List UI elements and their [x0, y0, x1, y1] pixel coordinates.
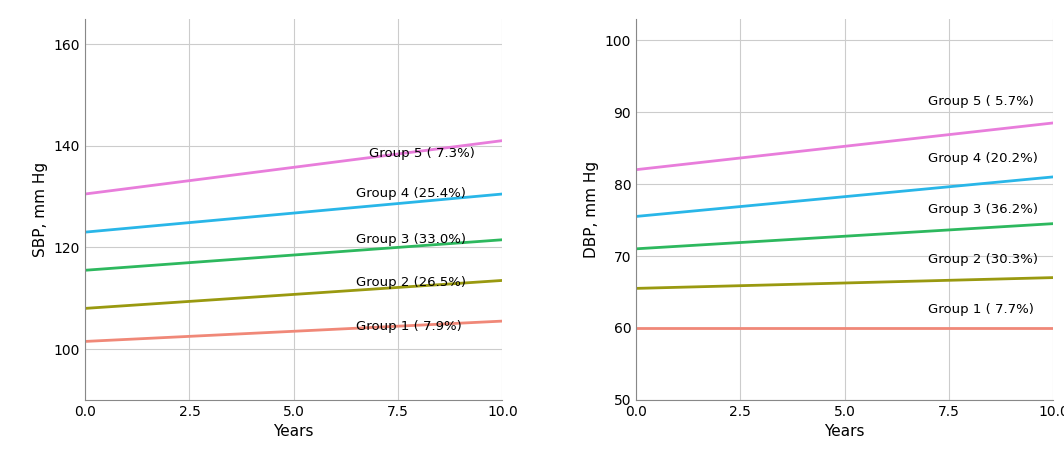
X-axis label: Years: Years — [825, 425, 865, 439]
X-axis label: Years: Years — [273, 425, 314, 439]
Y-axis label: DBP, mm Hg: DBP, mm Hg — [584, 161, 599, 258]
Text: Group 5 ( 5.7%): Group 5 ( 5.7%) — [928, 95, 1034, 108]
Text: B: B — [595, 0, 608, 3]
Y-axis label: SBP, mm Hg: SBP, mm Hg — [33, 162, 48, 257]
Text: Group 1 ( 7.9%): Group 1 ( 7.9%) — [356, 319, 462, 332]
Text: Group 5 ( 7.3%): Group 5 ( 7.3%) — [369, 147, 475, 160]
Text: Group 2 (30.3%): Group 2 (30.3%) — [928, 253, 1038, 266]
Text: A: A — [44, 0, 57, 3]
Text: Group 3 (36.2%): Group 3 (36.2%) — [928, 203, 1038, 216]
Text: Group 2 (26.5%): Group 2 (26.5%) — [356, 277, 466, 290]
Text: Group 3 (33.0%): Group 3 (33.0%) — [356, 233, 466, 246]
Text: Group 4 (25.4%): Group 4 (25.4%) — [356, 187, 466, 200]
Text: Group 1 ( 7.7%): Group 1 ( 7.7%) — [928, 304, 1034, 317]
Text: Group 4 (20.2%): Group 4 (20.2%) — [928, 153, 1038, 166]
